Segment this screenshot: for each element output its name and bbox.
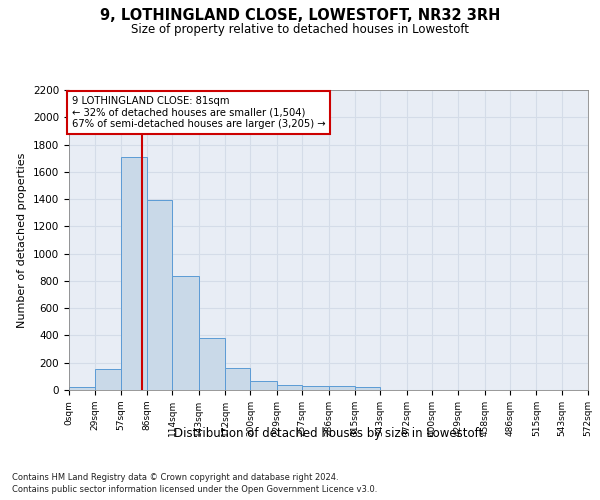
- Bar: [95, 369, 121, 390]
- Bar: [250, 381, 277, 390]
- Text: Contains HM Land Registry data © Crown copyright and database right 2024.: Contains HM Land Registry data © Crown c…: [12, 472, 338, 482]
- Y-axis label: Number of detached properties: Number of detached properties: [17, 152, 28, 328]
- Text: 9 LOTHINGLAND CLOSE: 81sqm
← 32% of detached houses are smaller (1,504)
67% of s: 9 LOTHINGLAND CLOSE: 81sqm ← 32% of deta…: [72, 96, 325, 130]
- Bar: [225, 368, 250, 390]
- Bar: [147, 200, 172, 390]
- Bar: [302, 386, 329, 390]
- Bar: [69, 388, 95, 390]
- Bar: [121, 157, 147, 390]
- Text: Size of property relative to detached houses in Lowestoft: Size of property relative to detached ho…: [131, 22, 469, 36]
- Text: Distribution of detached houses by size in Lowestoft: Distribution of detached houses by size …: [174, 428, 484, 440]
- Text: 9, LOTHINGLAND CLOSE, LOWESTOFT, NR32 3RH: 9, LOTHINGLAND CLOSE, LOWESTOFT, NR32 3R…: [100, 8, 500, 22]
- Bar: [329, 386, 355, 390]
- Text: Contains public sector information licensed under the Open Government Licence v3: Contains public sector information licen…: [12, 485, 377, 494]
- Bar: [199, 338, 225, 390]
- Bar: [277, 385, 302, 390]
- Bar: [172, 276, 199, 390]
- Bar: [355, 388, 380, 390]
